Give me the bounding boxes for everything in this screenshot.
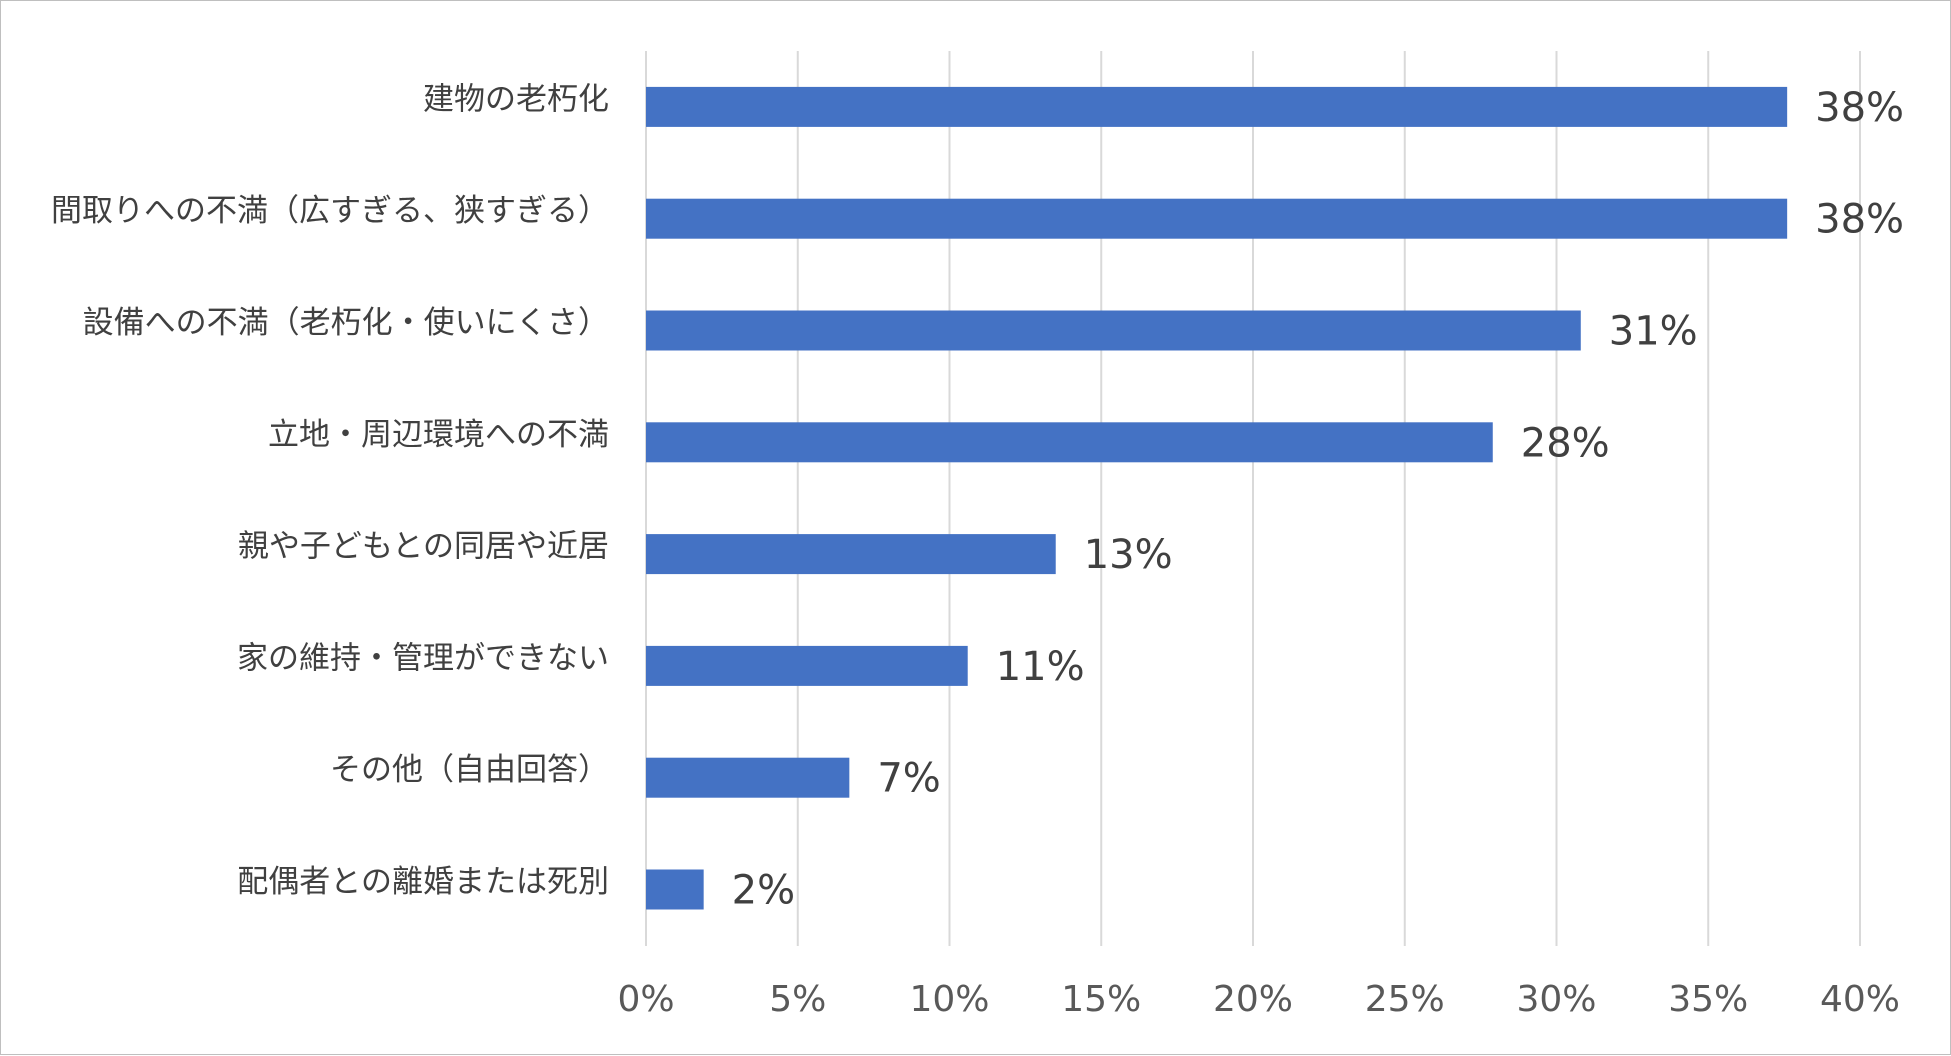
- bar-value-label: 38%: [1815, 197, 1904, 243]
- x-tick-label: 10%: [909, 979, 989, 1020]
- bars: [646, 86, 1788, 910]
- bar-value-label: 11%: [996, 644, 1085, 690]
- bar: [646, 86, 1788, 127]
- bar: [646, 869, 704, 910]
- bar: [646, 757, 850, 798]
- x-tick-label: 5%: [769, 979, 826, 1020]
- x-tick-label: 15%: [1061, 979, 1141, 1020]
- x-tick-label: 35%: [1668, 979, 1748, 1020]
- category-label: 間取りへの不満（広すぎる、狭すぎる）: [51, 193, 609, 229]
- bar: [646, 534, 1056, 575]
- bar-value-label: 7%: [877, 756, 940, 802]
- bar: [646, 422, 1493, 463]
- category-label: 建物の老朽化: [423, 81, 609, 117]
- x-tick-label: 25%: [1365, 979, 1445, 1020]
- category-label: 設備への不満（老朽化・使いにくさ）: [83, 305, 609, 341]
- bar-value-label: 31%: [1609, 309, 1698, 355]
- bar: [646, 198, 1788, 239]
- category-label: 配偶者との離婚または死別: [237, 864, 609, 900]
- x-tick-label: 0%: [617, 979, 674, 1020]
- category-label: 立地・周辺環境への不満: [268, 417, 609, 453]
- value-labels: 38% 38% 31% 28% 13% 11% 7% 2%: [732, 85, 1904, 914]
- x-tick-label: 40%: [1820, 979, 1900, 1020]
- bar: [646, 310, 1581, 351]
- category-label: その他（自由回答）: [330, 752, 609, 788]
- x-tick-label: 30%: [1516, 979, 1596, 1020]
- bar: [646, 645, 968, 686]
- bar-value-label: 28%: [1521, 420, 1610, 466]
- category-label: 家の維持・管理ができない: [237, 640, 609, 676]
- bar-value-label: 38%: [1815, 85, 1904, 131]
- gridlines: [645, 51, 1861, 946]
- category-label: 親や子どもとの同居や近居: [238, 529, 609, 565]
- bar-value-label: 2%: [732, 868, 795, 914]
- bar-value-label: 13%: [1084, 532, 1173, 578]
- x-tick-label: 20%: [1213, 979, 1293, 1020]
- x-axis-tick-labels: 0% 5% 10% 15% 20% 25% 30% 35% 40%: [617, 979, 1900, 1020]
